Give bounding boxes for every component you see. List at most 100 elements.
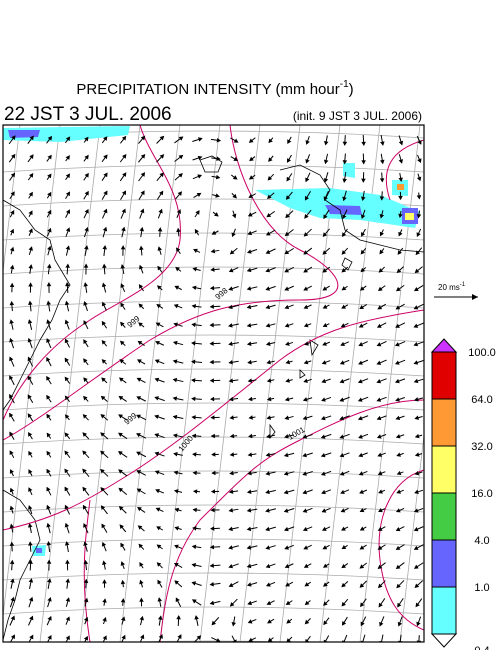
wind-arrow-head <box>396 583 401 589</box>
wind-arrow-head <box>378 602 383 608</box>
wind-arrow-head <box>102 226 108 232</box>
wind-arrow-head <box>29 634 34 640</box>
wind-arrow-head <box>46 486 51 492</box>
wind-arrow-head <box>29 615 34 621</box>
wind-arrow-head <box>377 471 383 476</box>
wind-arrow-head <box>397 621 403 627</box>
wind-arrow-head <box>137 506 142 512</box>
wind-arrow-head <box>158 208 163 214</box>
meridian <box>159 125 221 642</box>
wind-arrow-head <box>341 601 346 607</box>
wind-arrow-head <box>265 489 270 495</box>
wind-arrow-head <box>321 489 326 495</box>
wind-arrow-head <box>84 226 89 232</box>
wind-arrow-head <box>65 173 71 179</box>
wind-arrow-head <box>228 304 233 310</box>
wind-arrow-head <box>340 341 345 347</box>
wind-arrow-head <box>173 322 178 327</box>
wind-arrow-head <box>357 379 363 384</box>
wind-arrow-head <box>284 231 290 237</box>
wind-arrow-head <box>231 213 237 219</box>
wind-arrow-head <box>377 286 383 292</box>
wind-arrow-head <box>359 526 365 531</box>
wind-arrow-head <box>303 359 309 365</box>
wind-arrow-head <box>101 377 106 382</box>
wind-arrow-head <box>320 415 326 421</box>
wind-arrow-head <box>101 359 107 364</box>
parallel <box>3 402 424 411</box>
wind-arrow-head <box>323 140 329 146</box>
wind-arrow-head <box>138 543 143 549</box>
wind-arrow-head <box>118 377 124 382</box>
wind-arrow-head <box>46 394 51 400</box>
wind-arrow-head <box>304 341 309 346</box>
wind-arrow-head <box>157 597 163 602</box>
wind-arrow-head <box>361 196 366 202</box>
wind-arrow-head <box>192 526 197 531</box>
wind-arrow-head <box>302 489 308 495</box>
wind-arrow-head <box>29 135 34 141</box>
wind-arrow-head <box>416 213 422 219</box>
wind-arrow-head <box>140 208 145 214</box>
wind-arrow-head <box>266 212 272 218</box>
wind-arrow-head <box>27 337 33 343</box>
wind-arrow-head <box>82 432 87 437</box>
map-frame <box>2 124 425 643</box>
colorbar: 100.0 64.0 32.0 16.0 4.0 1.0 0.4 <box>430 338 496 650</box>
contour-label: 999 <box>126 314 142 330</box>
wind-arrow-head <box>47 578 52 583</box>
parallel <box>3 606 424 615</box>
wind-arrow-head <box>28 487 33 492</box>
parallel <box>3 538 424 547</box>
wind-arrow-head <box>342 621 347 626</box>
wind-arrow-head <box>322 545 328 550</box>
wind-arrow-head <box>302 434 308 439</box>
wind-arrow-head <box>358 342 364 347</box>
wind-arrow-head <box>284 415 290 420</box>
wind-arrow-head <box>83 263 89 268</box>
wind-arrow-head <box>302 397 308 402</box>
wind-arrow-head <box>210 267 215 272</box>
wind-arrow-head <box>286 158 292 163</box>
wind-arrow-head <box>379 178 385 183</box>
wind-arrow-head <box>359 545 365 550</box>
wind-arrow-head <box>395 545 401 550</box>
wind-arrow-head <box>120 321 125 327</box>
wind-arrow-head <box>359 489 364 494</box>
wind-arrow-head <box>229 470 234 476</box>
wind-arrow-head <box>197 155 203 161</box>
wind-arrow-head <box>267 619 272 624</box>
wind-arrow-head <box>139 264 144 270</box>
wind-arrow-head <box>28 450 33 456</box>
wind-arrow-head <box>210 526 215 531</box>
wind-arrow-head <box>322 322 328 328</box>
wind-arrow-head <box>47 135 53 141</box>
wind-arrow-head <box>120 245 126 250</box>
wind-arrow-head <box>155 489 160 494</box>
wind-arrow-head <box>268 138 273 144</box>
wind-arrow-head <box>303 286 309 291</box>
wind-arrow-head <box>247 470 252 476</box>
wind-arrow-head <box>47 245 52 251</box>
wind-arrow-head <box>101 339 107 345</box>
wind-arrow-head <box>122 154 127 159</box>
wind-arrow-head <box>9 246 15 252</box>
wind-arrow-head <box>29 173 34 178</box>
wind-arrow-head <box>84 154 89 160</box>
wind-arrow-head <box>323 582 328 587</box>
wind-arrow-head <box>176 247 181 253</box>
wind-arrow-head <box>266 433 271 439</box>
wind-arrow-head <box>247 378 253 383</box>
wind-arrow-head <box>118 432 123 437</box>
wind-arrow-head <box>100 505 106 510</box>
wind-arrow-head <box>172 414 178 420</box>
wind-arrow-head <box>284 268 289 273</box>
wind-arrow-head <box>46 468 51 474</box>
wind-arrow-head <box>119 340 125 346</box>
wind-arrow-head <box>415 250 421 256</box>
wind-arrow <box>418 635 420 642</box>
wind-arrow-head <box>191 415 196 420</box>
colorbar-label: 100.0 <box>468 347 496 359</box>
wind-arrow-head <box>247 619 253 624</box>
parallel <box>3 266 424 275</box>
